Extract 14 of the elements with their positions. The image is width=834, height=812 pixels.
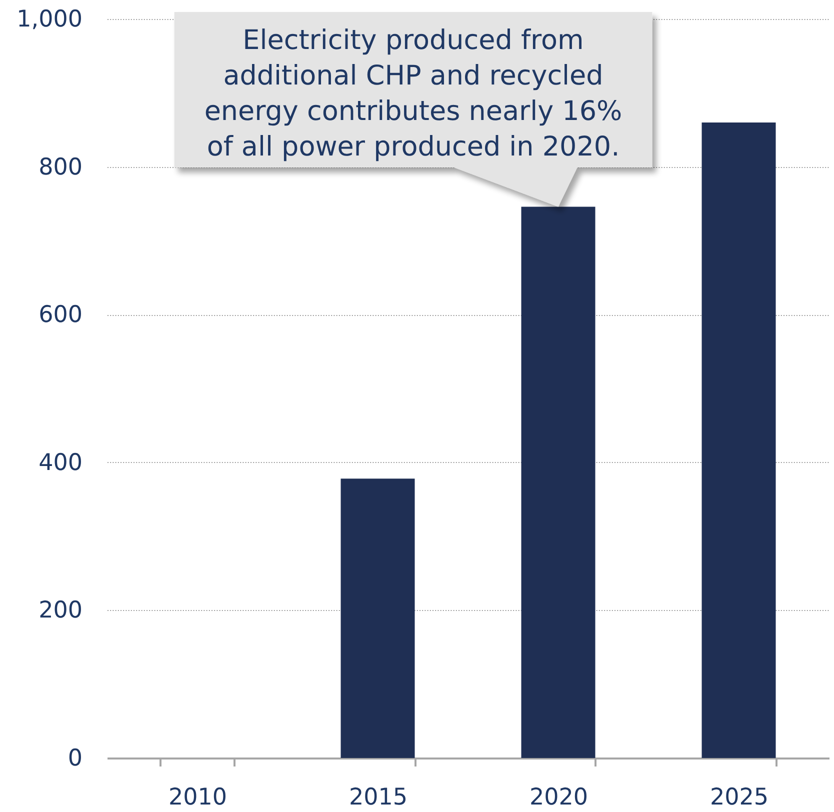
- y-tick-label: 400: [38, 450, 82, 476]
- bar: [340, 478, 415, 758]
- annotation: Electricity produced from additional CHP and recycled energy contributes nearly 16% of all power produced in 2020.: [204, 25, 622, 162]
- bar: [702, 122, 776, 758]
- y-tick-label: 600: [38, 302, 82, 328]
- bar: [521, 206, 596, 758]
- x-tick-label: 2020: [529, 784, 588, 810]
- y-tick-label: 1,000: [16, 6, 82, 32]
- x-tick-label: 2015: [348, 784, 408, 810]
- x-tick-label: 2025: [710, 784, 769, 810]
- y-tick-label: 200: [38, 598, 82, 624]
- y-tick-label: 800: [38, 154, 82, 180]
- y-tick-label: 0: [68, 746, 82, 772]
- x-tick-label: 2010: [168, 784, 228, 810]
